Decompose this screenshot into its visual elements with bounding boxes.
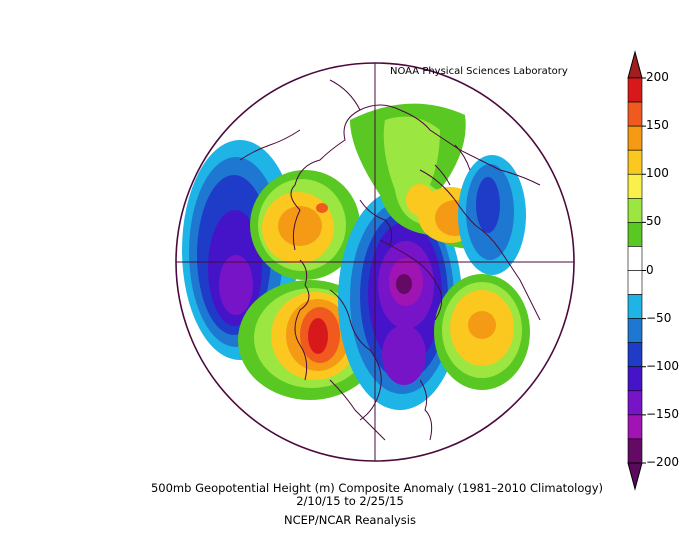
colorbar-arrow-top: [627, 50, 643, 79]
colorbar: [627, 50, 646, 491]
colorbar-tick-label: 50: [646, 214, 662, 229]
anomaly-field: [182, 79, 541, 441]
caption-title: 500mb Geopotential Height (m) Composite …: [150, 481, 604, 495]
negative-anomaly-siberia: [458, 155, 526, 275]
colorbar-swatch: [627, 101, 643, 127]
negative-anomaly-east-america: [338, 190, 462, 410]
colorbar-swatch: [627, 366, 643, 392]
colorbar-tick-label: 0: [646, 262, 654, 277]
colorbar-arrow-bottom: [627, 462, 643, 491]
colorbar-tick-label: −150: [646, 406, 679, 421]
colorbar-swatch: [627, 173, 643, 199]
colorbar-swatch: [627, 342, 643, 368]
colorbar-swatch: [627, 246, 643, 271]
colorbar-swatch: [627, 149, 643, 175]
colorbar-swatch: [627, 318, 643, 343]
colorbar-tick-label: 100: [646, 166, 669, 181]
colorbar-swatch: [627, 270, 643, 295]
colorbar-swatch: [627, 77, 643, 103]
caption-source: NCEP/NCAR Reanalysis: [284, 513, 416, 527]
colorbar-tick-label: −100: [646, 358, 679, 373]
colorbar-tick-label: −200: [646, 455, 679, 469]
colorbar-tick-label: 200: [646, 70, 669, 84]
credit-label: NOAA Physical Sciences Laboratory: [390, 66, 568, 77]
colorbar-swatch: [627, 222, 643, 247]
caption-dates: 2/10/15 to 2/25/15: [296, 494, 404, 508]
colorbar-tick-label: 150: [646, 118, 669, 133]
colorbar-swatch: [627, 390, 643, 416]
map-boundary: [175, 62, 575, 462]
colorbar-swatch: [627, 438, 643, 464]
colorbar-swatch: [627, 414, 643, 440]
colorbar-tick-label: −50: [646, 310, 672, 325]
colorbar-swatch: [627, 198, 643, 223]
colorbar-swatch: [627, 125, 643, 151]
coastlines: [239, 79, 541, 441]
positive-anomaly-atlantic: [434, 274, 530, 390]
colorbar-swatch: [627, 294, 643, 319]
positive-anomaly-alaska: [250, 170, 360, 280]
